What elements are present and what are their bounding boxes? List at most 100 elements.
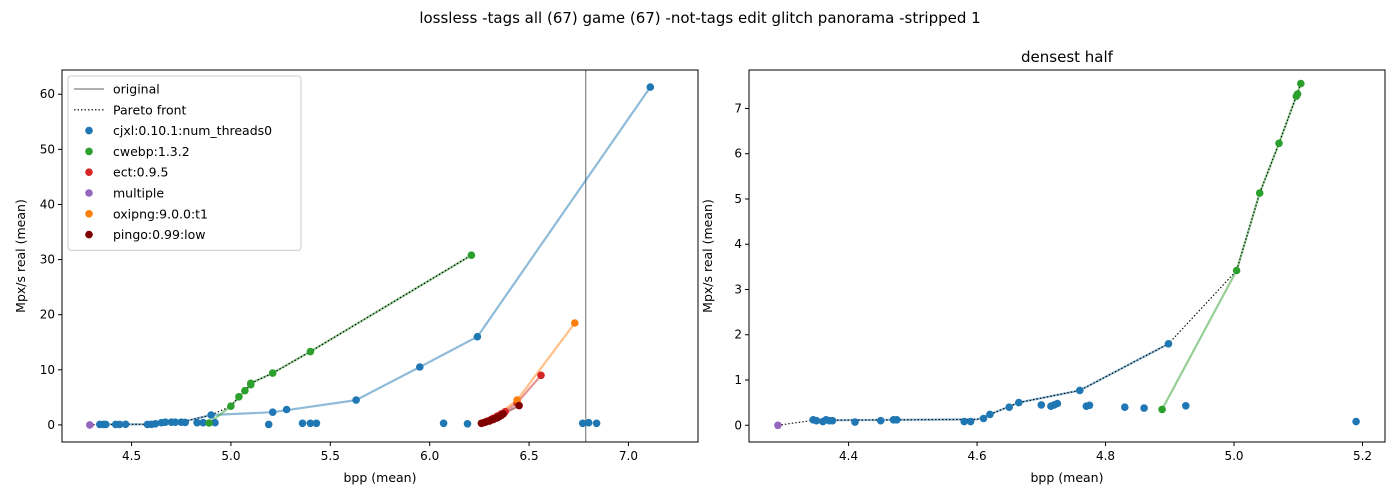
- right-plot-multiple-point: [774, 421, 782, 430]
- left-plot-cwebp-1-3-2-point: [235, 393, 243, 401]
- left-plot-frame: [61, 69, 699, 443]
- right-plot-cwebp-1-3-2-point: [1232, 266, 1241, 275]
- right-plot-x-tick-label: 4.6: [968, 449, 987, 463]
- left-plot-cjxl-0-10-1-num-threads0-point: [298, 419, 307, 428]
- right-plot-y-tick-label: 2: [734, 328, 742, 342]
- left-plot-oxipng-9-0-0-t1-line: [480, 322, 576, 424]
- right-plot-cjxl-0-10-1-num-threads0-point: [1005, 403, 1013, 412]
- right-plot-cwebp-1-3-2-point: [1293, 90, 1302, 98]
- right-plot-cwebp-1-3-2-line: [1161, 83, 1302, 410]
- left-plot-cjxl-0-10-1-num-threads0-point: [264, 420, 273, 429]
- left-plot-cjxl-0-10-1-num-threads0-point: [592, 419, 601, 428]
- right-plot-y-tick-label: 7: [734, 101, 742, 115]
- left-plot-ect-0-9-5-point: [537, 371, 545, 380]
- left-plot-cjxl-0-10-1-num-threads0-point: [473, 332, 482, 341]
- right-plot-cwebp-1-3-2-point: [1275, 139, 1283, 148]
- legend-entry-ect-0-9-5: ect:0.9.5: [85, 165, 168, 180]
- legend-swatch: [85, 126, 93, 135]
- right-plot-x-tick-label: 4.8: [1096, 449, 1115, 463]
- legend-swatch: [85, 210, 93, 218]
- right-plot-cwebp-1-3-2-point: [1297, 79, 1305, 88]
- left-plot-cjxl-0-10-1-num-threads0-point: [646, 83, 655, 91]
- left-plot-cjxl-0-10-1-num-threads0-point: [171, 418, 180, 427]
- legend-label: cjxl:0.10.1:num_threads0: [113, 123, 272, 138]
- left-plot-cjxl-0-10-1-num-threads0-point: [439, 419, 448, 428]
- left-plot-cwebp-1-3-2-point: [467, 251, 476, 259]
- right-plot-cwebp-1-3-2-point: [1255, 189, 1264, 197]
- left-plot-cjxl-0-10-1-num-threads0-point: [416, 363, 424, 371]
- right-plot-y-tick-label: 0: [734, 418, 742, 432]
- left-plot-x-tick-label: 6.5: [520, 449, 539, 463]
- right-plot-cjxl-0-10-1-num-threads0-point: [986, 410, 994, 419]
- left-plot-cjxl-0-10-1-num-threads0-point: [151, 420, 160, 428]
- left-plot-cwebp-1-3-2-point: [306, 347, 315, 356]
- left-plot-y-tick-label: 50: [40, 142, 55, 156]
- left-plot-cwebp-1-3-2-point: [205, 419, 213, 427]
- right-plot-cjxl-0-10-1-num-threads0-point: [812, 416, 821, 425]
- right-plot-plot-area: [774, 79, 1360, 430]
- legend-label: cwebp:1.3.2: [113, 144, 190, 159]
- legend-label: pingo:0.99:low: [113, 227, 206, 242]
- left-plot-y-tick-label: 0: [47, 418, 55, 432]
- left-plot-cwebp-1-3-2-point: [227, 402, 235, 411]
- legend-swatch: [85, 168, 93, 176]
- legend-box: [67, 75, 302, 251]
- legend-swatch: [85, 189, 93, 197]
- legend-label: Pareto front: [113, 102, 187, 117]
- left-plot-plot-area: [86, 70, 655, 442]
- legend-entry-pingo-0-99-low: pingo:0.99:low: [85, 227, 206, 242]
- legend-label: original: [113, 82, 160, 97]
- left-plot-cjxl-0-10-1-num-threads0-point: [101, 420, 110, 429]
- left-plot-x-tick-label: 5.0: [221, 449, 240, 463]
- right-plot-pareto-front-line: [777, 83, 1302, 426]
- right-plot-cjxl-0-10-1-num-threads0-point: [828, 416, 837, 425]
- legend-label: ect:0.9.5: [113, 165, 168, 180]
- left-plot-multiple-point: [86, 421, 94, 429]
- right-plot-cjxl-0-10-1-num-threads0-point: [1015, 398, 1023, 407]
- left-plot-cjxl-0-10-1-num-threads0-point: [352, 396, 360, 404]
- left-plot-pingo-0-99-low-point: [515, 401, 523, 410]
- legend-swatch: [85, 230, 93, 239]
- right-plot-cjxl-0-10-1-num-threads0-point: [876, 416, 885, 425]
- right-plot-x-axis-label: bpp (mean): [1031, 470, 1104, 485]
- right-plot-cjxl-0-10-1-num-threads0-line: [813, 342, 1170, 422]
- left-plot-x-tick-label: 5.5: [321, 449, 340, 463]
- left-plot-y-tick-label: 60: [40, 87, 55, 101]
- right-plot-cjxl-0-10-1-num-threads0-point: [1164, 340, 1173, 348]
- right-plot: densest half bpp (mean) Mpx/s real (mean…: [700, 48, 1386, 485]
- left-plot-cjxl-0-10-1-num-threads0-point: [181, 418, 189, 427]
- left-plot-cjxl-0-10-1-num-threads0-point: [115, 420, 124, 429]
- right-plot-x-tick-label: 4.4: [839, 449, 858, 463]
- left-plot-cjxl-0-10-1-num-threads0-point: [207, 411, 215, 419]
- right-plot-y-tick-label: 6: [734, 147, 742, 161]
- right-plot-frame: [748, 69, 1386, 443]
- left-plot-cwebp-1-3-2-point: [241, 386, 249, 395]
- left-plot-cjxl-0-10-1-num-threads0-point: [193, 418, 201, 427]
- right-plot-y-axis-label: Mpx/s real (mean): [700, 199, 715, 313]
- legend-entry-original: original: [74, 82, 160, 97]
- left-plot-pingo-0-99-low-point: [499, 410, 508, 418]
- left-plot-pareto-front-line: [89, 254, 472, 426]
- left-plot-x-axis-label: bpp (mean): [344, 470, 417, 485]
- left-plot: bpp (mean) Mpx/s real (mean) 4.5 5.0 5.5 6.…: [13, 69, 699, 485]
- left-plot-cwebp-1-3-2-point: [268, 369, 277, 377]
- right-plot-cjxl-0-10-1-num-threads0-point: [851, 418, 859, 426]
- right-plot-x-tick-label: 5.0: [1224, 449, 1243, 463]
- legend-entry-oxipng-9-0-0-t1: oxipng:9.0.0:t1: [85, 206, 208, 221]
- right-plot-cjxl-0-10-1-num-threads0-point: [1182, 402, 1190, 410]
- left-plot-cwebp-1-3-2-point: [247, 379, 255, 388]
- right-plot-y-tick-label: 5: [734, 192, 742, 206]
- left-plot-y-tick-label: 30: [40, 253, 55, 267]
- left-plot-x-tick-label: 4.5: [122, 449, 141, 463]
- left-plot-y-tick-label: 20: [40, 308, 55, 322]
- right-plot-cjxl-0-10-1-num-threads0-point: [1076, 386, 1084, 395]
- figure-suptitle: lossless -tags all (67) game (67) -not-t…: [419, 9, 980, 27]
- left-plot-cjxl-0-10-1-num-threads0-point: [268, 408, 277, 417]
- right-plot-cjxl-0-10-1-num-threads0-point: [966, 417, 975, 426]
- right-plot-cjxl-0-10-1-num-threads0-point: [1037, 401, 1046, 409]
- legend: original Pareto front cjxl:0.10.1:num_thre…: [67, 75, 302, 251]
- legend-entry-pareto-front: Pareto front: [74, 102, 187, 117]
- legend-entry-multiple: multiple: [85, 186, 164, 201]
- right-plot-cjxl-0-10-1-num-threads0-point: [1053, 399, 1062, 408]
